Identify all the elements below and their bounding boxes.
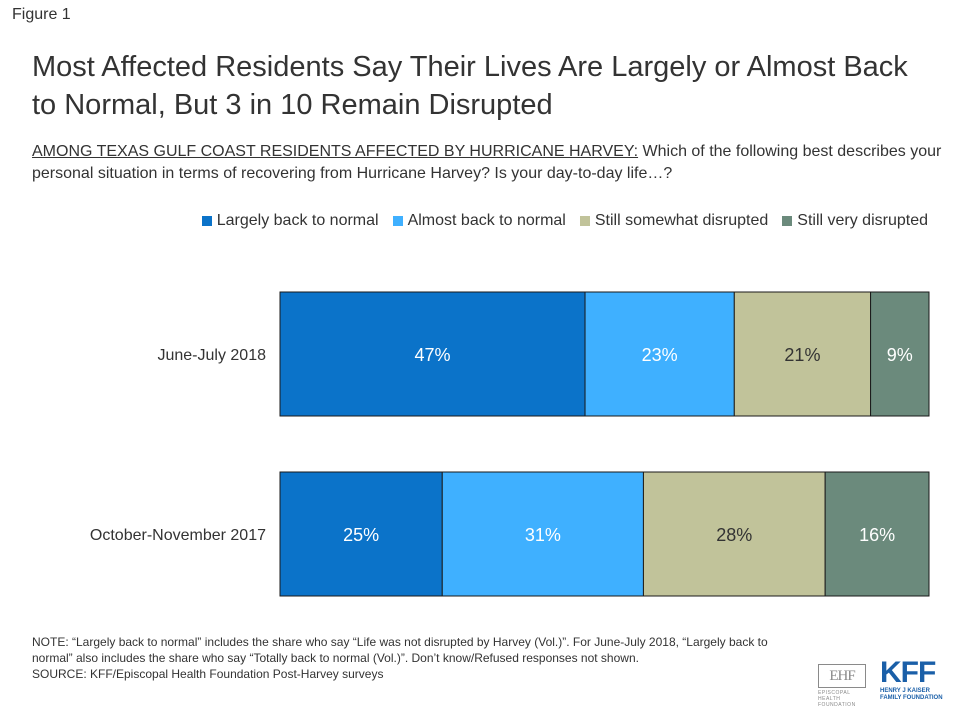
data-label-2-1: 25% — [343, 525, 379, 545]
subtitle-question: Which of the following best describes yo… — [32, 143, 942, 182]
data-label-2-2: 31% — [525, 525, 561, 545]
bar-segment-1-4 — [870, 291, 930, 417]
legend-item-3: Still somewhat disrupted — [579, 212, 769, 230]
bar-segment-2-3 — [642, 471, 826, 597]
legend-label-4: Still very disrupted — [797, 212, 928, 229]
bar-segment-1-2 — [584, 291, 735, 417]
kff-logo-mark: KFF — [880, 656, 936, 689]
legend-item-1: Largely back to normal — [201, 212, 379, 230]
bar-segment-2-1 — [279, 471, 443, 597]
data-label-2-3: 28% — [716, 525, 752, 545]
note-text: NOTE: “Largely back to normal” includes … — [32, 635, 768, 665]
legend-swatch-4 — [782, 216, 793, 226]
legend-item-4: Still very disrupted — [782, 212, 928, 230]
kff-logo-text-2: FAMILY FOUNDATION — [880, 695, 943, 701]
kff-logo: KFF HENRY J KAISER FAMILY FOUNDATION — [880, 658, 950, 702]
kff-logo-text-1: HENRY J KAISER — [880, 688, 931, 694]
category-label-2: October-November 2017 — [90, 527, 266, 544]
data-label-1-3: 21% — [784, 345, 820, 365]
bar-segment-1-3 — [733, 291, 872, 417]
figure-label: Figure 1 — [12, 6, 71, 23]
legend-item-2: Almost back to normal — [392, 212, 566, 230]
chart-subtitle: AMONG TEXAS GULF COAST RESIDENTS AFFECTE… — [32, 141, 942, 185]
chart-title: Most Affected Residents Say Their Lives … — [32, 51, 908, 121]
legend-label-3: Still somewhat disrupted — [594, 212, 769, 229]
legend-swatch-2 — [392, 216, 403, 226]
subtitle-lead: AMONG TEXAS GULF COAST RESIDENTS AFFECTE… — [32, 143, 639, 160]
data-label-1-1: 47% — [414, 345, 450, 365]
legend-swatch-3 — [579, 216, 590, 226]
bar-segment-2-2 — [441, 471, 644, 597]
ehf-logo-text: EPISCOPAL HEALTH FOUNDATION — [818, 690, 856, 708]
legend-label-2: Almost back to normal — [407, 212, 566, 229]
category-label-1: June-July 2018 — [157, 347, 266, 364]
chart-notes: NOTE: “Largely back to normal” includes … — [32, 634, 802, 682]
legend-swatch-1 — [201, 216, 212, 226]
data-label-2-4: 16% — [859, 525, 895, 545]
chart-legend: Largely back to normal Almost back to nor… — [201, 212, 928, 230]
legend-label-1: Largely back to normal — [216, 212, 379, 229]
ehf-logo-letters: EHF — [829, 667, 855, 684]
bar-segment-1-1 — [279, 291, 586, 417]
ehf-logo: EHF EPISCOPAL HEALTH FOUNDATION — [818, 664, 872, 708]
data-label-1-2: 23% — [642, 345, 678, 365]
data-label-1-4: 9% — [887, 345, 913, 365]
bar-segment-2-4 — [824, 471, 930, 597]
ehf-logo-mark: EHF — [818, 664, 866, 688]
source-text: SOURCE: KFF/Episcopal Health Foundation … — [32, 667, 384, 681]
stacked-bar-chart: June-July 2018 47% 23% 21% 9% October-Novembe… — [90, 291, 930, 597]
